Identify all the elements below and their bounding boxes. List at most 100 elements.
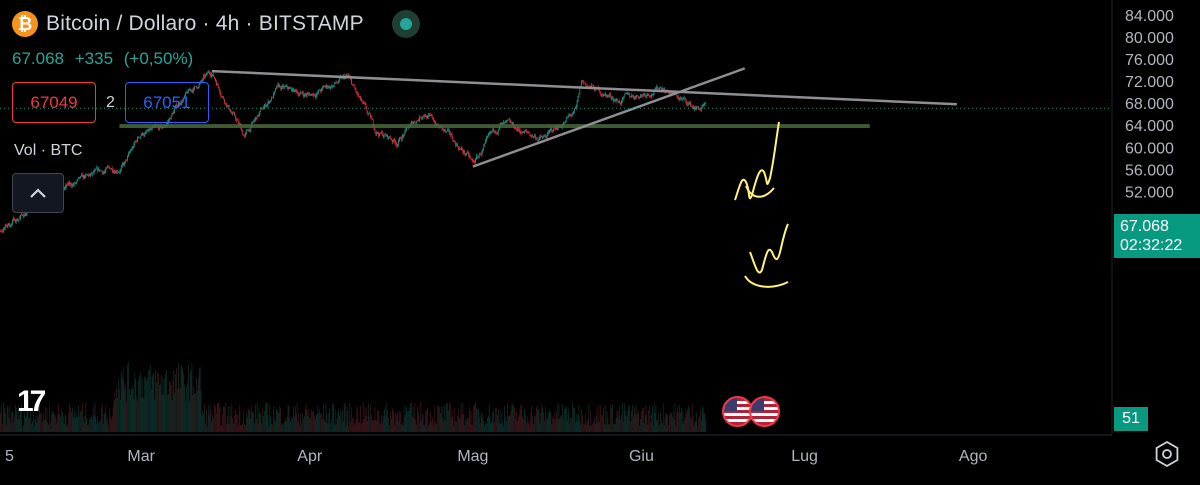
candle-body	[294, 89, 296, 91]
volume-bar	[232, 417, 234, 432]
volume-bar	[513, 405, 514, 432]
volume-bar	[224, 406, 225, 432]
volume-bar	[158, 373, 159, 432]
volume-bar	[661, 423, 663, 432]
volume-bar	[395, 412, 397, 432]
candle-body	[518, 129, 520, 131]
symbol-header[interactable]: ₿ Bitcoin / Dollaro · 4h · BITSTAMP	[12, 10, 420, 38]
candle-body	[197, 87, 198, 89]
volume-bar	[306, 409, 308, 432]
candle-body	[556, 128, 558, 130]
volume-bar	[87, 425, 89, 432]
candle-body	[226, 103, 227, 107]
volume-bar	[52, 411, 53, 432]
candle-body	[328, 86, 330, 88]
candle-body	[173, 111, 175, 114]
volume-bar	[516, 410, 517, 432]
candle-body	[511, 122, 513, 125]
volume-bar	[583, 423, 584, 432]
volume-bar	[136, 396, 137, 432]
volume-bar	[600, 405, 601, 432]
volume-bar	[367, 421, 369, 432]
economic-events[interactable]	[722, 396, 780, 427]
volume-bar	[414, 403, 416, 432]
candle-body	[497, 129, 499, 134]
candle-body	[91, 172, 93, 175]
volume-bar	[153, 373, 155, 432]
volume-bar	[203, 413, 205, 432]
candle-body	[91, 173, 92, 175]
candle-body	[82, 175, 84, 178]
volume-bar	[466, 420, 467, 432]
sell-button[interactable]: 67049	[12, 82, 96, 123]
volume-bar	[14, 404, 16, 432]
candle-body	[124, 162, 126, 165]
volume-bar	[546, 419, 548, 432]
volume-bar	[619, 405, 621, 432]
candle-body	[498, 126, 500, 130]
volume-bar	[81, 402, 83, 432]
buy-button[interactable]: 67051	[124, 82, 209, 123]
us-flag-icon[interactable]	[722, 396, 753, 427]
candle-body	[245, 132, 246, 136]
volume-indicator-label[interactable]: Vol · BTC	[14, 142, 83, 159]
candle-body	[253, 120, 254, 122]
volume-bar	[680, 412, 681, 432]
volume-bar	[191, 362, 193, 432]
volume-bar	[51, 413, 52, 432]
candle-body	[526, 130, 527, 132]
symbol-title[interactable]: Bitcoin / Dollaro · 4h · BITSTAMP	[46, 12, 364, 35]
us-flag-icon[interactable]	[749, 396, 780, 427]
candle-body	[394, 139, 396, 143]
volume-bar	[350, 420, 351, 432]
candle-body	[257, 115, 259, 117]
settings-gear-icon[interactable]	[1153, 440, 1181, 468]
candle-body	[8, 223, 10, 226]
volume-bar	[242, 422, 244, 432]
volume-bar	[487, 418, 488, 432]
volume-bar	[272, 424, 273, 432]
candle-body	[433, 119, 435, 123]
candle-body	[547, 132, 549, 135]
volume-bar	[58, 403, 60, 432]
volume-bar	[670, 413, 671, 432]
collapse-legend-button[interactable]	[12, 173, 64, 213]
volume-bar	[632, 404, 633, 432]
volume-bar	[33, 425, 35, 432]
volume-bar	[50, 422, 51, 432]
volume-bar	[429, 422, 430, 432]
candle-body	[686, 101, 688, 105]
volume-bar	[568, 407, 570, 432]
candle-body	[520, 132, 522, 134]
volume-bar	[601, 414, 602, 432]
candle-body	[13, 218, 14, 221]
candle-body	[526, 131, 528, 132]
volume-bar	[409, 407, 410, 432]
volume-bar	[24, 417, 26, 432]
volume-bar	[622, 403, 623, 432]
volume-bar	[27, 406, 29, 432]
candle-body	[274, 88, 276, 92]
candle-body	[24, 214, 26, 216]
volume-bar	[352, 418, 353, 432]
candle-body	[570, 114, 572, 116]
candle-body	[347, 75, 349, 76]
candle-body	[295, 89, 297, 92]
volume-bar	[481, 412, 483, 432]
volume-bar	[647, 424, 649, 432]
candle-body	[316, 92, 318, 96]
volume-bar	[55, 417, 57, 432]
volume-bar	[635, 403, 637, 432]
volume-bar	[449, 403, 451, 432]
candle-body	[3, 228, 4, 232]
volume-bar	[143, 398, 145, 432]
volume-bar	[592, 424, 593, 432]
volume-bar	[42, 413, 44, 432]
volume-bar	[254, 423, 255, 432]
volume-bar	[149, 364, 151, 432]
candle-body	[692, 106, 694, 108]
candle-body	[704, 103, 706, 105]
candle-body	[653, 91, 655, 95]
candle-body	[642, 94, 643, 96]
